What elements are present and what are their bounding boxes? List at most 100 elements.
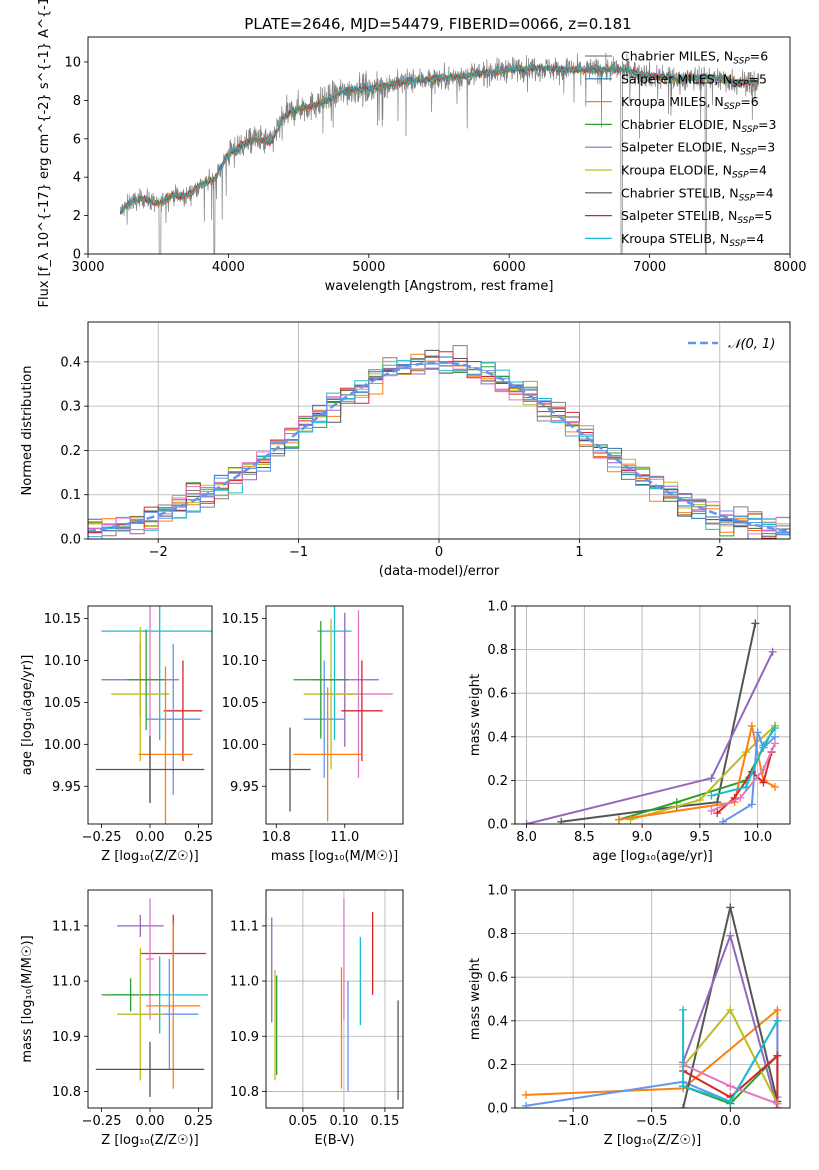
y-axis-label: mass weight [468, 674, 483, 756]
y-tick-label: 6 [73, 132, 81, 147]
y-tick-label: 4 [73, 171, 81, 186]
weight-marker [718, 817, 727, 824]
legend-label: Chabrier STELIB, NSSP=4 [621, 185, 774, 203]
weight-marker [773, 1051, 782, 1060]
weight-marker [679, 1082, 688, 1091]
x-tick-label: 10.0 [743, 830, 772, 845]
y-tick-label: 0.0 [60, 533, 81, 548]
panel-residuals: −2 −1 0 1 2 0.0 0.1 0.2 0.3 0.4 (data-model)/error… [20, 321, 791, 579]
y-tick-label: 0.3 [60, 400, 81, 415]
panel-mass-vs-Z: −0.25 0.00 0.25 10.8 10.9 11.0 11.1 Z [log₁₀(Z/… [20, 889, 213, 1148]
weight-marker [770, 782, 779, 791]
panel-spectrum: 3000 4000 5000 6000 7000 8000 0 2 4 6 8 10 wavelengt… [37, 0, 807, 307]
weight-marker [679, 1005, 688, 1014]
weight-marker [614, 815, 623, 824]
y-tick-label: 0.2 [60, 444, 81, 459]
y-tick-label: 11.1 [52, 919, 81, 934]
legend-label: Kroupa ELODIE, NSSP=4 [621, 163, 767, 181]
y-axis-label: Normed distribution [20, 366, 35, 496]
weight-marker [759, 741, 768, 750]
weight-marker [695, 796, 704, 805]
x-tick-label: 0 [435, 545, 443, 560]
y-axis-label: age [log₁₀(age/yr)] [20, 655, 35, 776]
x-tick-label: 8.5 [574, 830, 595, 845]
x-tick-label: 0.10 [329, 1114, 358, 1129]
weight-marker [713, 809, 722, 818]
y-axis-label: Flux [f_λ 10^{-17} erg cm^{-2} s^{-1} A^… [37, 0, 52, 307]
panel-age-vs-mass: 10.8 11.0 9.95 10.00 10.05 10.10 10.15 mass [lo… [222, 605, 404, 864]
plot-area-weight-vs-Z [522, 903, 782, 1108]
y-tick-label: 0.2 [487, 774, 508, 789]
y-tick-label: 0.4 [487, 1014, 508, 1029]
y-tick-label: 10.15 [44, 612, 81, 627]
weight-marker [747, 721, 756, 730]
x-tick-label: 9.0 [632, 830, 653, 845]
axes-frame [265, 605, 404, 825]
panel-weight-vs-Z: −1.0 −0.5 0.0 0.0 0.2 0.4 0.6 0.8 1.0 Z [log₁₀(Z/… [468, 884, 791, 1148]
weight-marker [770, 739, 779, 748]
x-tick-label: 9.5 [690, 830, 711, 845]
y-tick-label: 0.2 [487, 1058, 508, 1073]
y-tick-label: 11.0 [52, 975, 81, 990]
y-tick-label: 10.00 [44, 738, 81, 753]
y-tick-label: 10.10 [44, 654, 81, 669]
y-axis-label: mass weight [468, 958, 483, 1040]
figure-title: PLATE=2646, MJD=54479, FIBERID=0066, z=0… [244, 15, 631, 33]
weight-series-7 [710, 742, 776, 812]
x-tick-label: 0.00 [136, 830, 165, 845]
weight-marker [707, 774, 716, 783]
y-tick-label: 10.8 [230, 1085, 259, 1100]
weight-marker [726, 1097, 735, 1106]
weight-marker [768, 647, 777, 656]
x-tick-label: −0.25 [82, 830, 122, 845]
x-tick-label: 10.8 [262, 830, 291, 845]
y-tick-label: 1.0 [487, 600, 508, 615]
weight-marker [707, 806, 716, 815]
panel-mass-vs-ebv: 0.05 0.10 0.15 10.8 10.9 11.0 11.1 E(B-V) [230, 889, 404, 1148]
axes-frame [87, 889, 213, 1109]
legend-label: Chabrier ELODIE, NSSP=3 [621, 117, 776, 135]
panel-age-vs-Z: −0.25 0.00 0.25 9.95 10.00 10.05 10.10 10.15 Z [… [20, 605, 213, 864]
plot-area-mass-vs-ebv [271, 898, 399, 1100]
panel-weight-vs-age: 8.0 8.5 9.0 9.5 10.0 0.0 0.2 0.4 0.6 0.8 1.0 age [l… [468, 600, 791, 864]
y-tick-label: 10.10 [222, 654, 259, 669]
spectrum-model-8 [119, 63, 759, 213]
y-tick-label: 0.8 [487, 927, 508, 942]
y-tick-label: 0 [73, 248, 81, 263]
y-tick-label: 10.05 [44, 696, 81, 711]
axes-frame [265, 889, 404, 1109]
weight-marker [726, 1005, 735, 1014]
plot-area-age-vs-Z [95, 606, 212, 824]
weight-marker [773, 1005, 782, 1014]
y-tick-label: 10 [64, 55, 81, 70]
legend-label: Salpeter ELODIE, NSSP=3 [621, 140, 775, 158]
y-tick-label: 10.9 [52, 1030, 81, 1045]
axes-frame [87, 605, 213, 825]
y-tick-label: 10.15 [222, 612, 259, 627]
x-tick-label: 11.0 [330, 830, 359, 845]
y-tick-label: 8 [73, 94, 81, 109]
x-axis-label: mass [log₁₀(M/M☉)] [271, 849, 398, 864]
weight-marker [726, 903, 735, 912]
x-tick-label: 1 [575, 545, 583, 560]
y-tick-label: 11.1 [230, 919, 259, 934]
y-tick-label: 9.95 [230, 780, 259, 795]
x-tick-label: 0.05 [288, 1114, 317, 1129]
weight-series-6 [682, 1053, 779, 1108]
weight-marker [707, 791, 716, 800]
weight-marker [679, 1104, 688, 1108]
x-tick-label: −1 [289, 545, 308, 560]
plot-area-age-vs-mass [269, 606, 393, 822]
y-tick-label: 11.0 [230, 975, 259, 990]
x-axis-label: Z [log₁₀(Z/Z☉)] [101, 1133, 198, 1148]
weight-marker [726, 931, 735, 940]
y-tick-label: 0.4 [487, 730, 508, 745]
x-tick-label: −1.0 [557, 1114, 589, 1129]
x-tick-label: 0.25 [184, 1114, 213, 1129]
y-tick-label: 10.05 [222, 696, 259, 711]
plot-area-residuals [88, 345, 790, 539]
axes-frame [87, 321, 791, 540]
x-tick-label: 0.00 [136, 1114, 165, 1129]
